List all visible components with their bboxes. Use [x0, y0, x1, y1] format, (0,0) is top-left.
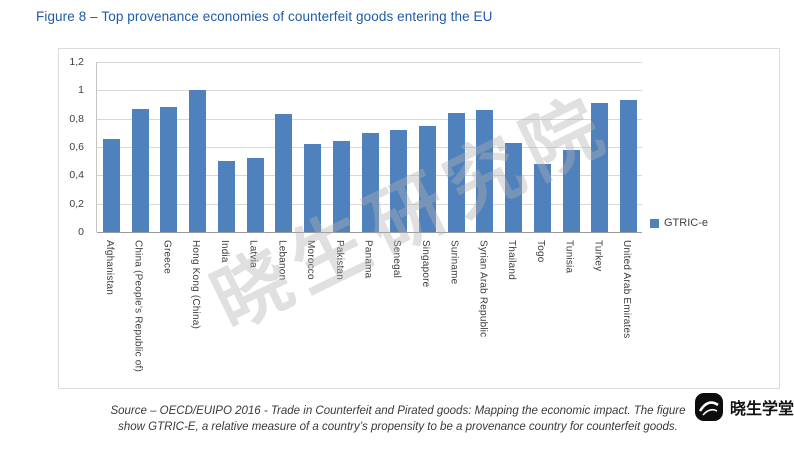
- x-axis-label: Syrian Arab Republic: [477, 240, 489, 338]
- y-tick-label: 0,2: [69, 198, 84, 210]
- figure-title: Figure 8 – Top provenance economies of c…: [36, 9, 493, 24]
- x-axis-label: China (People's Republic of): [132, 240, 144, 373]
- x-axis-label: Tunisia: [563, 240, 575, 274]
- y-tick-label: 1,2: [69, 56, 84, 68]
- x-axis-labels: Afghanistan China (People's Republic of) G…: [96, 240, 642, 388]
- x-axis-label: Panama: [362, 240, 374, 279]
- bar: [476, 110, 494, 232]
- bar: [591, 103, 609, 232]
- legend-swatch: [650, 218, 659, 228]
- y-tick-label: 0,6: [69, 141, 84, 153]
- brand-watermark-label: 晓生学堂: [730, 401, 794, 418]
- plot-area: [96, 62, 642, 233]
- bar: [505, 142, 523, 232]
- y-tick-label: 0,4: [69, 169, 84, 181]
- x-axis-label: Suriname: [448, 240, 460, 285]
- y-tick-label: 0,8: [69, 113, 84, 125]
- brand-watermark: 晓生学堂: [692, 390, 794, 424]
- x-axis-label: Latvia: [247, 240, 259, 268]
- legend: GTRIC-e: [650, 217, 708, 229]
- bar: [418, 125, 436, 232]
- source-line-1: Source – OECD/EUIPO 2016 - Trade in Coun…: [110, 405, 686, 417]
- x-axis-label: Togo: [534, 240, 546, 263]
- x-axis-line: [97, 232, 642, 233]
- y-tick-label: 1: [78, 84, 84, 96]
- bar: [160, 107, 178, 232]
- bar: [131, 108, 149, 232]
- x-axis-label: Pakistan: [333, 240, 345, 280]
- x-axis-label: Lebanon: [276, 240, 288, 281]
- bar: [332, 141, 350, 232]
- x-axis-label: Turkey: [592, 240, 604, 272]
- bar: [533, 164, 551, 232]
- bar: [275, 114, 293, 232]
- bar: [102, 138, 120, 232]
- y-tick-label: 0: [78, 226, 84, 238]
- x-axis-label: Thailand: [506, 240, 518, 280]
- x-axis-label: Afghanistan: [103, 240, 115, 296]
- source-line-2: show GTRIC-E, a relative measure of a co…: [118, 421, 678, 434]
- x-axis-label: Singapore: [419, 240, 431, 288]
- bar: [189, 90, 207, 232]
- x-axis-label: United Arab Emirates: [621, 240, 633, 339]
- bar: [447, 113, 465, 232]
- gridline: [97, 90, 642, 91]
- legend-label: GTRIC-e: [664, 217, 708, 229]
- x-axis-label: Morocco: [305, 240, 317, 280]
- x-axis-label: Senegal: [391, 240, 403, 279]
- bar: [361, 132, 379, 232]
- gridline: [97, 62, 642, 63]
- brand-logo-icon: [695, 393, 723, 421]
- x-axis-label: Hong Kong (China): [190, 240, 202, 330]
- y-axis: 1,2 1 0,8 0,6 0,4 0,2 0: [52, 57, 90, 240]
- x-axis-label: India: [218, 240, 230, 263]
- bar: [246, 158, 264, 232]
- gridline: [97, 119, 642, 120]
- bar: [390, 130, 408, 232]
- source-note: Source – OECD/EUIPO 2016 - Trade in Coun…: [40, 403, 756, 435]
- bar: [217, 161, 235, 232]
- x-axis-label: Greece: [161, 240, 173, 274]
- bar: [620, 100, 638, 232]
- bar: [304, 144, 322, 232]
- bar: [562, 149, 580, 232]
